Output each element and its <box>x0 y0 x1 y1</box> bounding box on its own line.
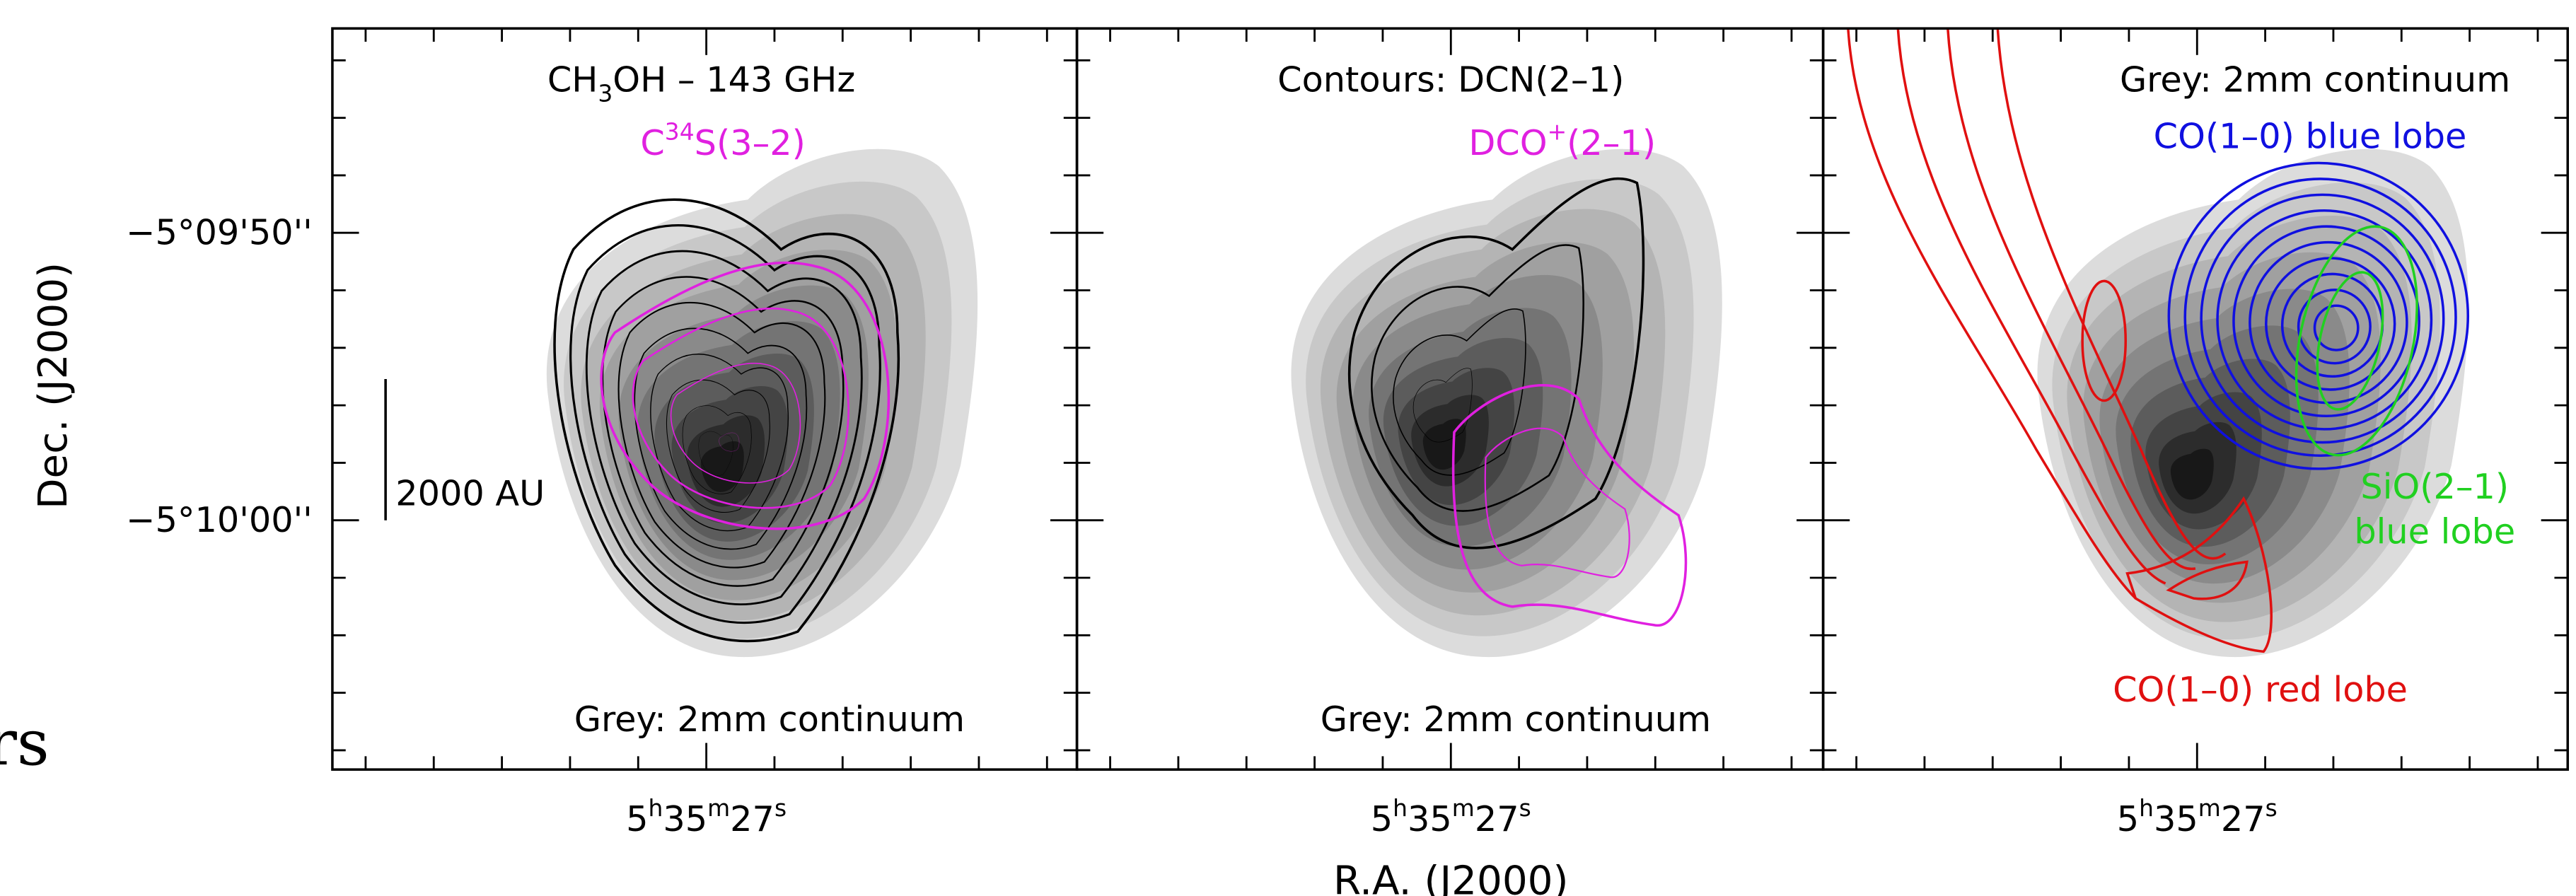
methanol-contour <box>617 301 826 569</box>
sio-label: blue lobe <box>2354 511 2515 552</box>
co-red-contour <box>1896 28 2166 585</box>
superscript: + <box>1548 118 1567 146</box>
cs-contour <box>600 261 890 530</box>
x-tick-label: 5h35m27s <box>2117 794 2278 839</box>
co-blue-contour <box>2313 304 2360 351</box>
text-part: CH <box>547 59 598 100</box>
text-part: 5 <box>1371 798 1393 839</box>
continuum-level <box>2170 448 2214 500</box>
superscript: m <box>707 794 730 822</box>
co-red-contour <box>1996 28 2227 560</box>
cs-contour <box>719 432 740 452</box>
co-red-label: CO(1–0) red lobe <box>2113 669 2408 710</box>
methanol-contour <box>682 405 752 494</box>
dcn-contour <box>1348 177 1645 549</box>
contours-label: Contours: DCN(2–1) <box>1277 59 1624 100</box>
scale-bar-label: 2000 AU <box>395 473 545 514</box>
dcn-contour <box>1393 308 1526 476</box>
tracer-label: DCO+(2–1) <box>1468 118 1656 163</box>
dcn-contour <box>1412 368 1473 443</box>
cropped-text: rs <box>0 706 50 780</box>
co-red-contour <box>1847 28 2137 600</box>
dco-contour <box>1451 384 1688 627</box>
co-blue-contour <box>2232 225 2420 418</box>
superscript: s <box>1519 794 1531 822</box>
superscript: s <box>774 794 787 822</box>
co-red-contour <box>2081 279 2127 402</box>
text-part: 5 <box>626 798 648 839</box>
sio-contour <box>2316 271 2384 411</box>
background-label: Grey: 2mm continuum <box>1321 699 1711 740</box>
co-blue-label: CO(1–0) blue lobe <box>2154 115 2467 156</box>
text-part: 35 <box>663 798 707 839</box>
panel-1-maps <box>546 149 978 658</box>
x-axis-label: R.A. (J2000) <box>1333 858 1569 896</box>
co-blue-contour <box>2167 161 2470 470</box>
methanol-contour <box>650 354 789 532</box>
dcn-contour <box>1371 244 1584 512</box>
superscript: m <box>2198 794 2221 822</box>
co-blue-contour <box>2183 178 2457 457</box>
cs-contour <box>632 307 849 509</box>
co-blue-contour <box>2249 240 2408 405</box>
panel-2-maps <box>1291 149 1722 658</box>
superscript: h <box>649 794 663 822</box>
text-part: C <box>640 122 664 163</box>
text-part: 35 <box>2154 798 2198 839</box>
cs-contour <box>670 362 801 484</box>
tracer-label: C34S(3–2) <box>640 118 806 163</box>
background-label: Grey: 2mm continuum <box>2120 59 2510 100</box>
x-tick-label: 5h35m27s <box>1371 794 1531 839</box>
text-part: 27 <box>1475 798 1519 839</box>
text-part: 35 <box>1408 798 1452 839</box>
superscript: m <box>1452 794 1475 822</box>
text-part: 27 <box>730 798 774 839</box>
methanol-contour <box>601 276 845 587</box>
text-part: DCO <box>1468 122 1547 163</box>
co-red-contour <box>2125 496 2273 653</box>
text-part: 5 <box>2117 798 2139 839</box>
y-axis-label: Dec. (J2000) <box>30 262 76 509</box>
continuum-level <box>700 441 744 492</box>
text-part: 27 <box>2221 798 2265 839</box>
dco-contour <box>1484 427 1630 578</box>
background-label: Grey: 2mm continuum <box>574 699 965 740</box>
superscript: 34 <box>665 118 695 146</box>
tick-marks <box>332 28 2568 770</box>
co-blue-contour <box>2216 209 2433 431</box>
x-tick-labels: 5h35m27s 5h35m27s 5h35m27s <box>626 794 2278 839</box>
methanol-contour <box>634 327 808 550</box>
superscript: h <box>1393 794 1408 822</box>
x-tick-label: 5h35m27s <box>626 794 787 839</box>
panel-frame <box>1821 27 2570 771</box>
co-red-contour <box>2166 560 2249 600</box>
text-part: (2–1) <box>1567 122 1656 163</box>
methanol-contour <box>666 379 770 513</box>
co-blue-contour <box>2200 193 2445 444</box>
co-blue-contour <box>2297 289 2372 365</box>
y-tick-label: −5°09'50'' <box>126 212 313 253</box>
co-red-contour <box>1946 28 2196 571</box>
molecule-label: CH3OH – 143 GHz <box>547 59 855 107</box>
methanol-contour <box>569 224 881 624</box>
panel-3-maps <box>1847 28 2470 658</box>
subscript: 3 <box>598 80 613 107</box>
superscript: h <box>2139 794 2154 822</box>
text-part: S(3–2) <box>695 122 806 163</box>
sio-contour <box>2294 225 2418 457</box>
sio-label: SiO(2–1) <box>2360 466 2509 507</box>
methanol-contour <box>698 431 733 476</box>
methanol-contour <box>585 250 863 605</box>
text-part: OH – 143 GHz <box>613 59 855 100</box>
methanol-contour <box>553 198 900 643</box>
y-tick-label: −5°10'00'' <box>126 499 313 540</box>
superscript: s <box>2265 794 2278 822</box>
